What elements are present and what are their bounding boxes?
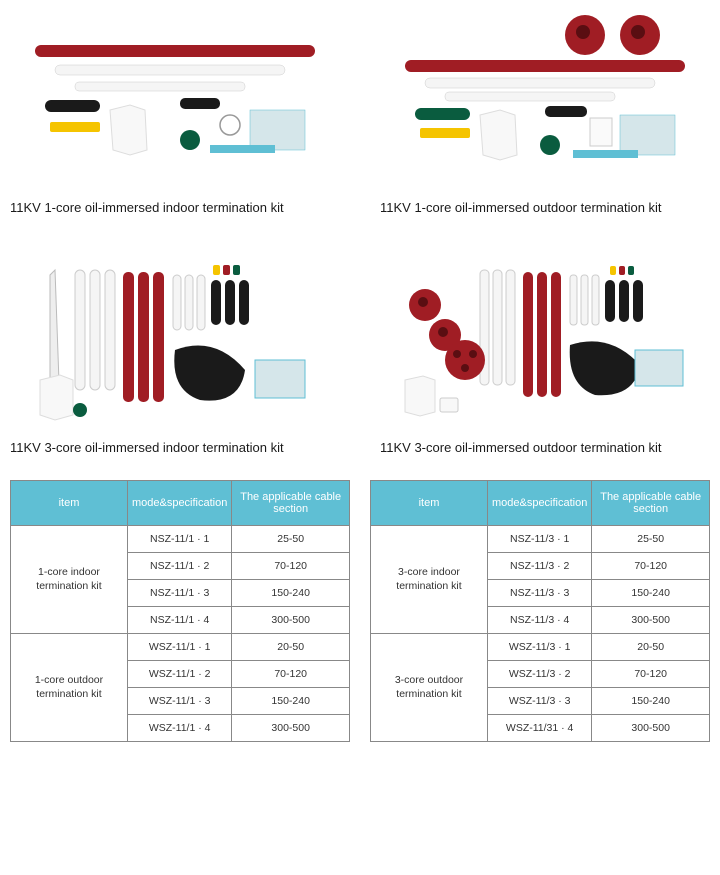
cell-mode: WSZ-11/31 · 4 bbox=[487, 715, 591, 742]
cell-section: 300-500 bbox=[232, 607, 350, 634]
product-card: 11KV 1-core oil-immersed indoor terminat… bbox=[10, 10, 340, 230]
cell-section: 150-240 bbox=[592, 580, 710, 607]
product-image bbox=[380, 10, 710, 190]
col-header: The applicable cable section bbox=[592, 481, 710, 526]
row-group-label: 3-core indoor termination kit bbox=[371, 526, 488, 634]
cell-section: 70-120 bbox=[592, 553, 710, 580]
cell-mode: WSZ-11/3 · 1 bbox=[487, 634, 591, 661]
product-label: 11KV 3-core oil-immersed indoor terminat… bbox=[10, 440, 340, 455]
row-group-label: 1-core outdoor termination kit bbox=[11, 634, 128, 742]
cell-section: 70-120 bbox=[592, 661, 710, 688]
cell-section: 70-120 bbox=[232, 553, 350, 580]
cell-section: 70-120 bbox=[232, 661, 350, 688]
table-row: 3-core outdoor termination kitWSZ-11/3 ·… bbox=[371, 634, 710, 661]
spec-table-1: item mode&specification The applicable c… bbox=[10, 480, 350, 742]
cell-mode: WSZ-11/3 · 2 bbox=[487, 661, 591, 688]
cell-section: 25-50 bbox=[232, 526, 350, 553]
cell-mode: NSZ-11/1 · 4 bbox=[127, 607, 231, 634]
table-row: 3-core indoor termination kitNSZ-11/3 · … bbox=[371, 526, 710, 553]
spec-table-2: item mode&specification The applicable c… bbox=[370, 480, 710, 742]
col-header: The applicable cable section bbox=[232, 481, 350, 526]
product-label: 11KV 1-core oil-immersed outdoor termina… bbox=[380, 200, 710, 215]
cell-section: 150-240 bbox=[232, 688, 350, 715]
cell-mode: NSZ-11/1 · 3 bbox=[127, 580, 231, 607]
tables-container: item mode&specification The applicable c… bbox=[10, 480, 710, 742]
cell-section: 300-500 bbox=[232, 715, 350, 742]
kit-illustration bbox=[10, 10, 340, 190]
cell-section: 300-500 bbox=[592, 715, 710, 742]
cell-section: 20-50 bbox=[232, 634, 350, 661]
product-image bbox=[380, 250, 710, 430]
cell-section: 150-240 bbox=[592, 688, 710, 715]
cell-mode: NSZ-11/1 · 1 bbox=[127, 526, 231, 553]
product-card: 11KV 3-core oil-immersed outdoor termina… bbox=[380, 250, 710, 470]
product-image bbox=[10, 10, 340, 190]
cell-mode: NSZ-11/3 · 1 bbox=[487, 526, 591, 553]
cell-mode: WSZ-11/1 · 1 bbox=[127, 634, 231, 661]
cell-mode: NSZ-11/3 · 3 bbox=[487, 580, 591, 607]
table-row: 1-core indoor termination kitNSZ-11/1 · … bbox=[11, 526, 350, 553]
col-header: item bbox=[11, 481, 128, 526]
product-label: 11KV 3-core oil-immersed outdoor termina… bbox=[380, 440, 710, 455]
row-group-label: 3-core outdoor termination kit bbox=[371, 634, 488, 742]
product-card: 11KV 1-core oil-immersed outdoor termina… bbox=[380, 10, 710, 230]
cell-mode: WSZ-11/3 · 3 bbox=[487, 688, 591, 715]
col-header: mode&specification bbox=[487, 481, 591, 526]
table-row: 1-core outdoor termination kitWSZ-11/1 ·… bbox=[11, 634, 350, 661]
cell-section: 20-50 bbox=[592, 634, 710, 661]
kit-illustration bbox=[10, 250, 340, 430]
cell-section: 150-240 bbox=[232, 580, 350, 607]
kit-illustration bbox=[380, 250, 710, 430]
cell-section: 300-500 bbox=[592, 607, 710, 634]
cell-mode: WSZ-11/1 · 2 bbox=[127, 661, 231, 688]
cell-mode: NSZ-11/3 · 2 bbox=[487, 553, 591, 580]
cell-mode: WSZ-11/1 · 3 bbox=[127, 688, 231, 715]
product-image bbox=[10, 250, 340, 430]
cell-mode: NSZ-11/1 · 2 bbox=[127, 553, 231, 580]
product-card: 11KV 3-core oil-immersed indoor terminat… bbox=[10, 250, 340, 470]
col-header: mode&specification bbox=[127, 481, 231, 526]
cell-section: 25-50 bbox=[592, 526, 710, 553]
product-label: 11KV 1-core oil-immersed indoor terminat… bbox=[10, 200, 340, 215]
cell-mode: WSZ-11/1 · 4 bbox=[127, 715, 231, 742]
cell-mode: NSZ-11/3 · 4 bbox=[487, 607, 591, 634]
col-header: item bbox=[371, 481, 488, 526]
kit-illustration bbox=[380, 10, 710, 190]
row-group-label: 1-core indoor termination kit bbox=[11, 526, 128, 634]
product-grid: 11KV 1-core oil-immersed indoor terminat… bbox=[10, 10, 710, 470]
